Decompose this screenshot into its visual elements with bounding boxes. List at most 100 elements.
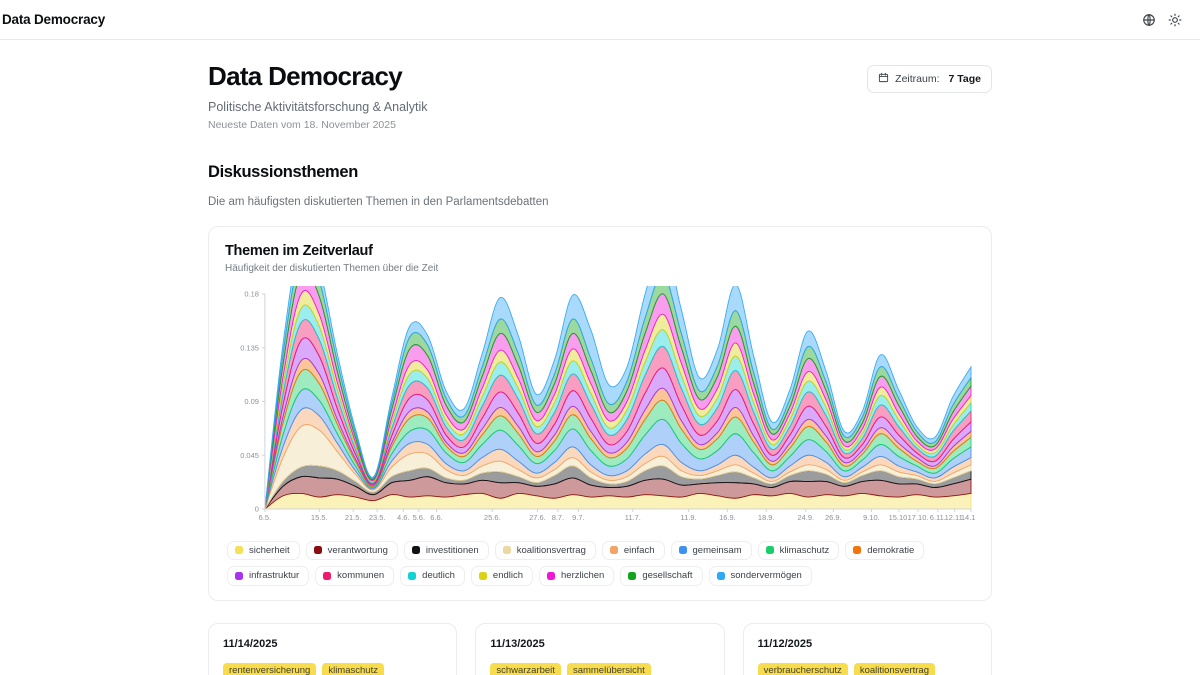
x-tick-label: 9.7. xyxy=(572,513,584,522)
day-card-tag-list: verbraucherschutzkoalitionsvertragbundes… xyxy=(757,662,977,675)
legend-label: koalitionsvertrag xyxy=(516,544,586,556)
legend-item-verantwortung[interactable]: verantwortung xyxy=(305,540,398,561)
day-topic-card: 11/14/2025rentenversicherungklimaschutzg… xyxy=(208,622,458,675)
x-tick-label: 16.9. xyxy=(719,513,736,522)
timerange-value: 7 Tage xyxy=(948,73,981,85)
legend-label: endlich xyxy=(492,570,524,582)
legend-label: deutlich xyxy=(422,570,455,582)
day-topic-card: 11/12/2025 verbraucherschutz koalitionsver… xyxy=(742,622,992,675)
x-tick-label: 5.6. xyxy=(413,513,425,522)
x-tick-label: 11.9. xyxy=(681,513,697,522)
legend-item-infrastruktur[interactable]: infrastruktur xyxy=(227,566,310,586)
day-card-date: 11/14/2025 xyxy=(223,637,278,650)
top-navigation-bar: Data Democracy xyxy=(0,0,1200,40)
legend-swatch-icon xyxy=(235,571,243,580)
x-tick-label: 9.10. xyxy=(863,513,880,522)
hero-text-block: Data Democracy Politische Aktivitätsfors… xyxy=(208,62,428,131)
x-tick-label: 21.5. xyxy=(345,513,362,522)
y-tick-label: 0.18 xyxy=(244,289,259,298)
legend-item-deutlich[interactable]: deutlich xyxy=(400,566,465,586)
legend-swatch-icon xyxy=(716,571,725,580)
daily-topics-cards: 11/14/2025rentenversicherungklimaschutzg… xyxy=(208,622,992,675)
legend-swatch-icon xyxy=(411,546,420,555)
legend-item-gesellschaft[interactable]: gesellschaft xyxy=(620,566,703,586)
y-tick-label: 0.09 xyxy=(244,397,259,406)
x-tick-label: 23.5. xyxy=(369,513,386,522)
legend-item-einfach[interactable]: einfach xyxy=(601,540,665,561)
legend-item-endlich[interactable]: endlich xyxy=(470,566,534,586)
legend-item-gemeinsam[interactable]: gemeinsam xyxy=(670,540,752,561)
x-tick-label: 18.9. xyxy=(758,513,775,522)
legend-swatch-icon xyxy=(502,546,511,555)
timerange-button[interactable]: Zeitraum: 7 Tage xyxy=(867,65,992,93)
chart-legend: sicherheit verantwortung investitionen koal… xyxy=(225,540,975,586)
x-tick-label: 6.11. xyxy=(930,513,946,522)
y-tick-label: 0.135 xyxy=(240,343,259,352)
legend-swatch-icon xyxy=(609,546,618,555)
x-tick-label: 24.9. xyxy=(797,513,814,522)
topic-tag[interactable]: koalitionsvertrag xyxy=(853,662,935,675)
legend-item-demokratie[interactable]: demokratie xyxy=(845,540,925,561)
chart-title: Themen im Zeitverlauf xyxy=(225,242,373,259)
x-tick-label: 25.6. xyxy=(484,513,501,522)
legend-label: sicherheit xyxy=(249,544,290,556)
x-tick-label: 15.5. xyxy=(311,513,328,522)
calendar-icon xyxy=(878,72,889,86)
legend-item-sondervermögen[interactable]: sondervermögen xyxy=(708,566,812,586)
legend-label: demokratie xyxy=(867,544,915,556)
legend-label: einfach xyxy=(623,544,655,556)
x-tick-label: 15.10. xyxy=(889,513,910,522)
legend-item-kommunen[interactable]: kommunen xyxy=(315,566,395,586)
x-tick-label: 6.6. xyxy=(430,513,442,522)
stacked-area-chart-svg[interactable]: 0 0.045 0.09 0.135 0.18 6.5. 15.5. 21.5. 23.5. 4.… xyxy=(225,285,975,531)
y-tick-label: 0.045 xyxy=(240,450,259,459)
topic-tag[interactable]: rentenversicherung xyxy=(223,662,317,675)
day-card-date: 11/13/2025 xyxy=(490,637,545,650)
y-tick-label: 0 xyxy=(255,504,259,513)
x-tick-label: 8.7. xyxy=(552,513,564,522)
section-title: Diskussionsthemen xyxy=(208,162,358,181)
x-tick-label: 4.6. xyxy=(397,513,409,522)
legend-swatch-icon xyxy=(547,571,556,580)
day-topic-card: 11/13/2025schwarzarbeitsammelübersichtve… xyxy=(475,622,725,675)
legend-swatch-icon xyxy=(765,546,774,555)
timerange-label: Zeitraum: xyxy=(895,73,940,85)
page-body: Data Democracy Politische Aktivitätsfors… xyxy=(0,40,1200,675)
topic-tag[interactable]: schwarzarbeit xyxy=(490,662,561,675)
day-card-tag-list: rentenversicherungklimaschutzgesetzliche… xyxy=(223,662,442,675)
legend-label: gemeinsam xyxy=(692,544,742,556)
legend-swatch-icon xyxy=(323,571,332,580)
x-tick-label: 14.11. xyxy=(961,513,975,522)
x-tick-label: 12.11. xyxy=(945,513,965,522)
stream-chart[interactable]: 0 0.045 0.09 0.135 0.18 6.5. 15.5. 21.5. 23.5. 4.… xyxy=(225,285,975,531)
topic-tag[interactable]: sammelübersicht xyxy=(566,662,651,675)
app-brand: Data Democracy xyxy=(2,12,106,27)
hero-header-row: Data Democracy Politische Aktivitätsfors… xyxy=(208,62,992,131)
legend-label: verantwortung xyxy=(327,544,388,556)
sun-icon[interactable] xyxy=(1162,7,1188,33)
legend-swatch-icon xyxy=(628,571,637,580)
chart-subtitle: Häufigkeit der diskutierten Themen über … xyxy=(225,262,439,274)
area-series-sondervermögen[interactable] xyxy=(264,285,972,509)
legend-swatch-icon xyxy=(478,571,487,580)
legend-item-herzlichen[interactable]: herzlichen xyxy=(539,566,615,586)
day-card-date: 11/12/2025 xyxy=(757,637,813,650)
legend-item-koalitionsvertrag[interactable]: koalitionsvertrag xyxy=(494,540,596,561)
topic-tag[interactable]: klimaschutz xyxy=(322,662,384,675)
topic-tag[interactable]: verbraucherschutz xyxy=(757,662,848,675)
legend-label: investitionen xyxy=(425,544,479,556)
legend-item-investitionen[interactable]: investitionen xyxy=(403,540,489,561)
legend-label: herzlichen xyxy=(561,570,605,582)
x-tick-label: 17.10. xyxy=(908,513,929,522)
page-title: Data Democracy xyxy=(208,61,403,91)
globe-icon[interactable] xyxy=(1136,7,1162,33)
section-subtitle: Die am häufigsten diskutierten Themen in… xyxy=(208,195,549,208)
timeline-chart-card: Themen im Zeitverlauf Häufigkeit der dis… xyxy=(208,225,992,601)
legend-swatch-icon xyxy=(235,546,243,555)
page-subtitle: Politische Aktivitätsforschung & Analyti… xyxy=(208,99,428,114)
legend-item-sicherheit[interactable]: sicherheit xyxy=(227,540,300,561)
legend-item-klimaschutz[interactable]: klimaschutz xyxy=(757,540,840,561)
day-card-tag-list: schwarzarbeitsammelübersichtverantwortun… xyxy=(490,662,709,675)
x-tick-label: 11.7. xyxy=(625,513,641,522)
legend-label: gesellschaft xyxy=(642,570,693,582)
